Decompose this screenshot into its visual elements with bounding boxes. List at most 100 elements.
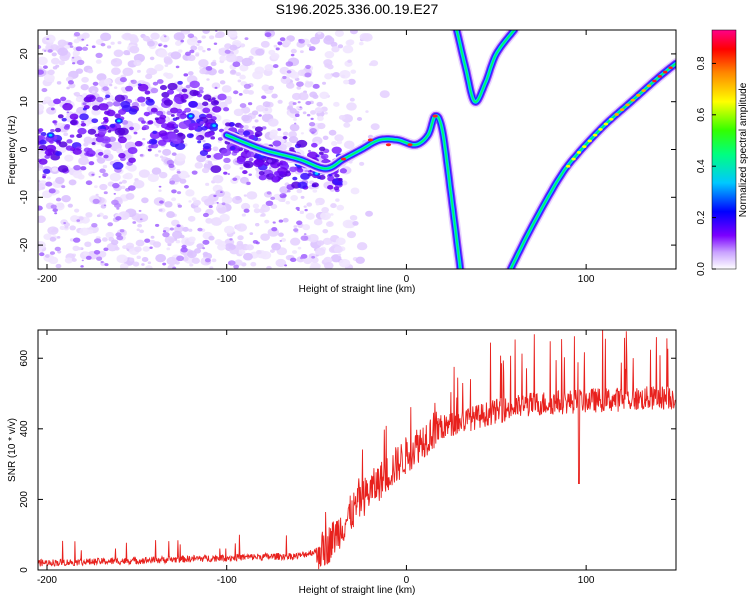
noise-blob <box>199 68 207 75</box>
noise-blob <box>141 197 149 204</box>
band-blob <box>269 173 274 177</box>
noise-blob <box>347 78 356 85</box>
noise-blob <box>356 242 368 251</box>
noise-blob <box>41 187 45 190</box>
band-blob <box>177 80 183 85</box>
noise-blob <box>195 53 200 57</box>
noise-blob <box>304 72 312 78</box>
noise-blob <box>311 255 316 259</box>
band-blob <box>43 168 51 174</box>
noise-blob <box>220 191 223 194</box>
band-blob <box>38 158 48 165</box>
spectrogram-xtick-label: -200 <box>37 274 57 285</box>
noise-blob <box>365 210 373 217</box>
noise-blob <box>368 62 373 66</box>
noise-blob <box>336 204 345 211</box>
noise-blob <box>292 102 297 105</box>
noise-blob <box>272 64 279 69</box>
spectrogram-xtick-label: 0 <box>404 274 410 285</box>
noise-blob <box>180 39 185 43</box>
noise-blob <box>43 233 52 241</box>
noise-blob <box>164 236 175 244</box>
noise-blob <box>103 247 109 252</box>
noise-blob <box>189 263 194 267</box>
band-blob <box>57 114 64 119</box>
band-blob <box>318 151 324 155</box>
noise-blob <box>227 173 231 175</box>
noise-blob <box>370 123 380 131</box>
noise-blob <box>312 83 320 89</box>
noise-blob <box>176 191 182 195</box>
noise-blob <box>140 102 146 107</box>
noise-blob <box>176 224 181 228</box>
noise-blob <box>63 221 67 224</box>
noise-blob <box>322 228 329 234</box>
noise-blob <box>303 257 313 265</box>
noise-blob <box>229 238 233 241</box>
band-blob <box>254 126 263 133</box>
hot-spot <box>576 150 582 154</box>
noise-blob <box>109 141 121 151</box>
band-blob <box>50 107 55 111</box>
band-blob <box>38 135 44 141</box>
band-blob <box>248 157 254 162</box>
band-blob <box>65 145 74 151</box>
noise-blob <box>38 69 44 75</box>
noise-blob <box>317 122 326 130</box>
noise-blob <box>233 108 244 117</box>
noise-blob <box>172 266 177 269</box>
snr-xtick-label: 100 <box>578 575 595 586</box>
noise-blob <box>91 137 98 143</box>
noise-blob <box>295 206 300 210</box>
noise-blob <box>306 113 311 117</box>
noise-blob <box>293 117 297 121</box>
noise-blob <box>166 247 171 251</box>
band-blob <box>114 94 125 102</box>
noise-blob <box>136 69 141 73</box>
noise-blob <box>157 150 162 153</box>
noise-blob <box>79 227 90 236</box>
noise-blob <box>76 219 81 222</box>
band-blob <box>66 139 73 144</box>
band-blob <box>188 122 199 130</box>
noise-blob <box>158 189 162 192</box>
spectrogram-rising-ridge <box>505 58 676 269</box>
noise-blob <box>157 49 168 58</box>
noise-blob <box>317 31 322 35</box>
noise-blob <box>187 33 195 39</box>
hot-spot <box>565 164 571 168</box>
noise-blob <box>255 105 265 112</box>
band-blob <box>174 124 179 127</box>
noise-blob <box>175 65 180 69</box>
noise-blob <box>245 244 254 251</box>
noise-blob <box>136 255 141 260</box>
band-blob <box>160 123 167 128</box>
noise-blob <box>270 203 278 210</box>
noise-blob <box>241 57 253 67</box>
noise-blob <box>335 198 340 202</box>
noise-blob <box>68 42 73 46</box>
noise-blob <box>171 152 177 156</box>
spectrogram-rising-ridge-layer <box>509 62 676 269</box>
noise-blob <box>113 86 118 89</box>
noise-blob <box>51 52 57 57</box>
band-blob <box>53 98 61 105</box>
noise-blob <box>45 181 53 187</box>
band-blob <box>147 148 152 152</box>
noise-blob <box>343 122 351 128</box>
noise-blob <box>154 64 164 72</box>
spectrogram-main-ridge-layer <box>225 115 462 269</box>
noise-blob <box>223 157 231 164</box>
noise-blob <box>38 179 41 183</box>
noise-blob <box>261 95 267 100</box>
band-blob <box>69 134 75 138</box>
noise-blob <box>336 140 343 145</box>
band-blob <box>109 123 116 128</box>
noise-blob <box>106 45 112 49</box>
noise-blob <box>47 69 55 76</box>
band-blob <box>337 182 343 186</box>
noise-blob <box>216 202 219 204</box>
noise-blob <box>144 238 151 243</box>
band-blob <box>180 93 189 100</box>
noise-blob <box>271 227 278 232</box>
